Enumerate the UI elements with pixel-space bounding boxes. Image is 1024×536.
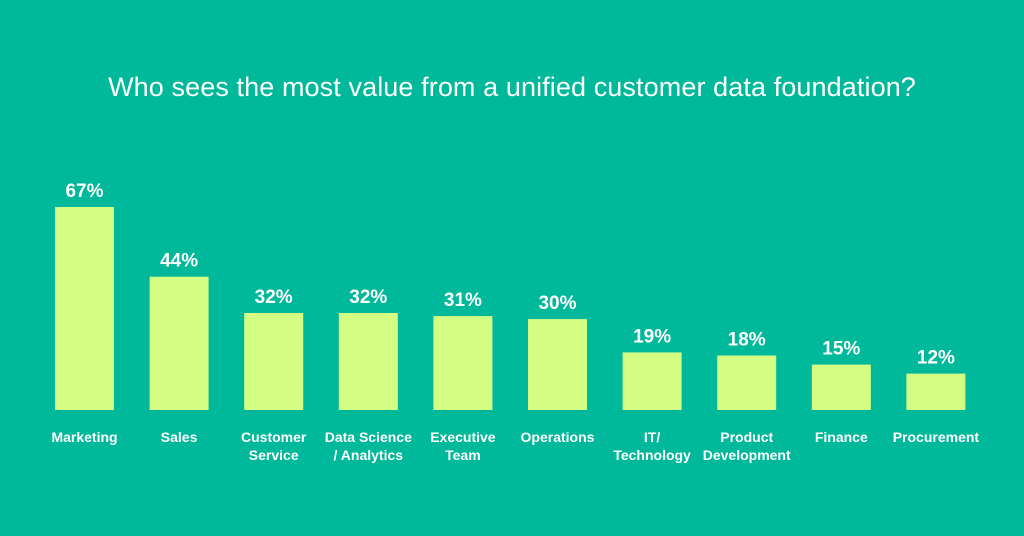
bar-8 bbox=[811, 364, 871, 410]
category-label-7: Product Development bbox=[703, 429, 791, 463]
category-label-6: IT/Technology bbox=[613, 429, 691, 463]
value-label-4: 31% bbox=[444, 290, 482, 311]
category-label-2: Customer Service bbox=[241, 429, 307, 463]
bar-3 bbox=[338, 313, 398, 410]
chart-title: Who sees the most value from a unified c… bbox=[108, 72, 916, 102]
category-label-8: Finance bbox=[815, 429, 868, 445]
value-label-9: 12% bbox=[917, 348, 955, 369]
value-label-2: 32% bbox=[255, 287, 293, 308]
category-label-5: Operations bbox=[521, 429, 595, 445]
bar-6 bbox=[622, 352, 682, 410]
category-label-1: Sales bbox=[161, 429, 198, 445]
category-label-3: Data Science / Analytics bbox=[325, 429, 412, 463]
value-label-1: 44% bbox=[160, 251, 198, 272]
bar-2 bbox=[244, 313, 304, 410]
value-label-3: 32% bbox=[349, 287, 387, 308]
bar-4 bbox=[433, 316, 493, 410]
bar-0 bbox=[55, 207, 114, 410]
value-label-5: 30% bbox=[538, 293, 576, 314]
value-label-7: 18% bbox=[728, 330, 766, 351]
bar-7 bbox=[717, 355, 777, 410]
bar-1 bbox=[149, 276, 209, 410]
bar-9 bbox=[906, 373, 966, 410]
category-label-9: Procurement bbox=[893, 429, 980, 445]
category-label-0: Marketing bbox=[51, 429, 117, 445]
value-label-8: 15% bbox=[822, 339, 860, 360]
category-label-4: Executive Team bbox=[430, 429, 496, 463]
value-label-0: 67% bbox=[65, 181, 103, 202]
value-label-6: 19% bbox=[633, 326, 671, 347]
bar-5 bbox=[528, 319, 587, 410]
